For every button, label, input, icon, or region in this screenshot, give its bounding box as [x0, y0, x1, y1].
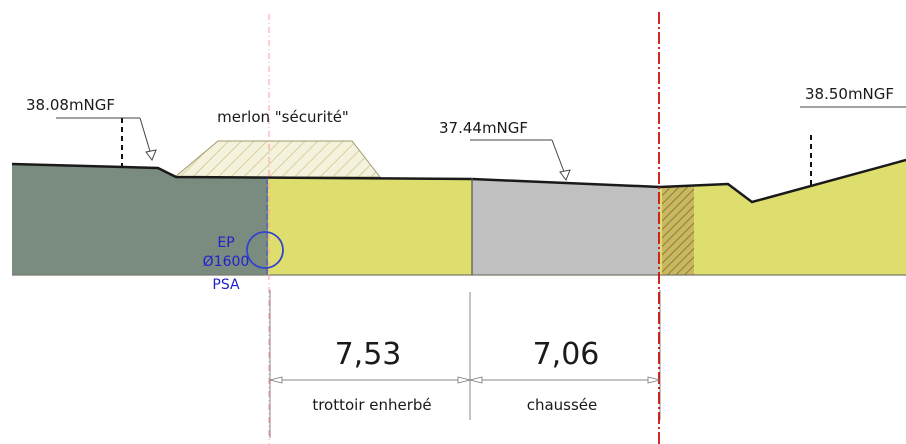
elevation-middle-marker — [559, 169, 571, 182]
chaussee-width-value: 7,06 — [533, 337, 600, 372]
pipe-label-diameter: Ø1600 — [203, 254, 250, 270]
ground-profile-line — [11, 158, 906, 204]
pipe-label-psa: PSA — [212, 277, 240, 293]
elevation-right: 38.50mNGF — [805, 85, 894, 103]
trottoir-width-value: 7,53 — [335, 337, 402, 372]
dim-arrow-left — [269, 376, 283, 384]
merlon-label: merlon "sécurité" — [217, 108, 349, 126]
right-zone — [660, 160, 906, 275]
elevation-left: 38.08mNGF — [26, 96, 115, 114]
pipe-label-ep: EP — [217, 235, 234, 251]
right-hatch-strip — [662, 187, 694, 275]
dim-arrow-mid-left — [457, 376, 471, 384]
trottoir-label: trottoir enherbé — [312, 396, 431, 414]
trottoir-zone — [268, 177, 472, 275]
pipe-circle — [246, 231, 284, 269]
elevation-middle: 37.44mNGF — [439, 119, 528, 137]
embankment-zone — [12, 164, 268, 275]
merlon-mound — [173, 140, 382, 178]
chaussee-label: chaussée — [527, 396, 598, 414]
dim-arrow-mid-right — [469, 376, 483, 384]
elevation-left-marker — [145, 149, 157, 162]
dim-arrow-right — [647, 376, 661, 384]
chaussee-zone — [472, 178, 660, 275]
